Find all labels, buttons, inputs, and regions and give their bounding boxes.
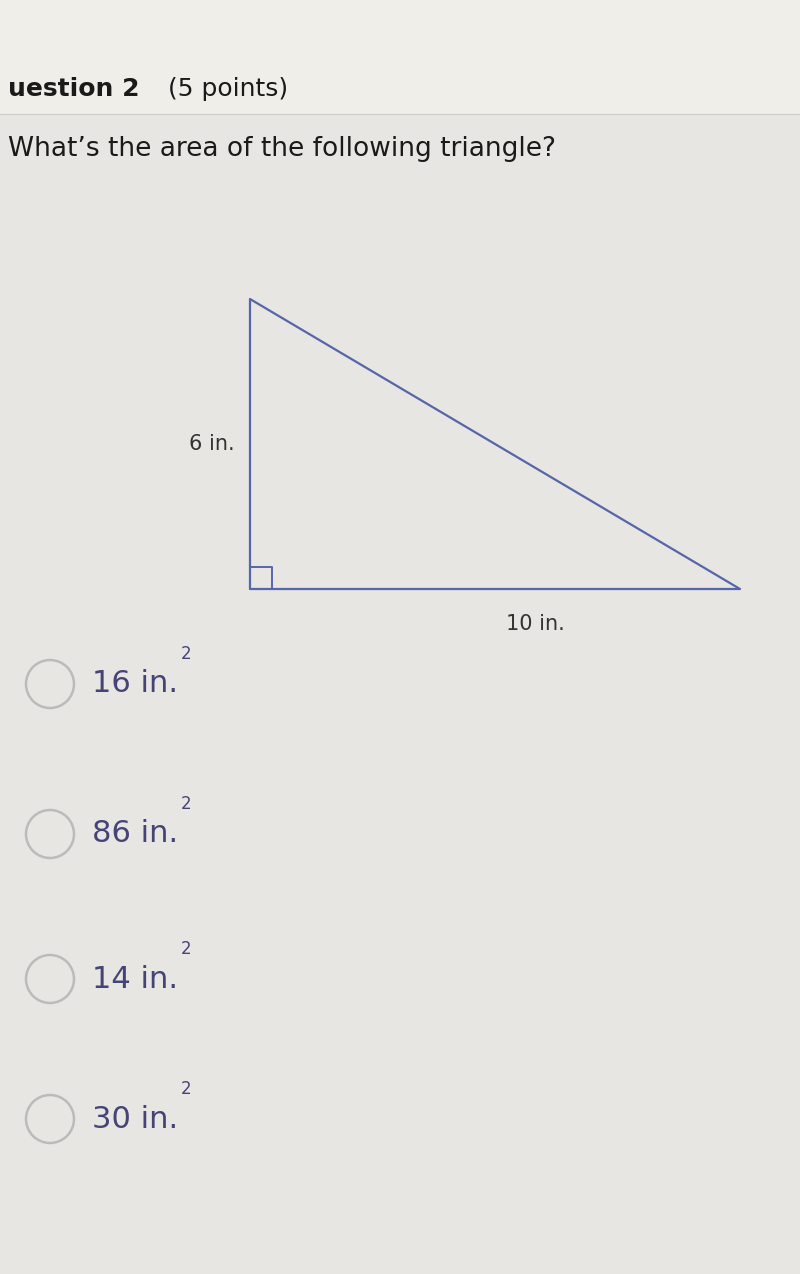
Text: What’s the area of the following triangle?: What’s the area of the following triangl… <box>8 136 556 162</box>
Text: 14 in.: 14 in. <box>92 964 178 994</box>
Text: uestion 2: uestion 2 <box>8 76 139 101</box>
Text: 2: 2 <box>181 940 191 958</box>
Text: 10 in.: 10 in. <box>506 614 564 634</box>
Bar <box>0 0 800 113</box>
Text: (5 points): (5 points) <box>160 76 288 101</box>
Text: 2: 2 <box>181 795 191 813</box>
Text: 2: 2 <box>181 1080 191 1098</box>
Text: 86 in.: 86 in. <box>92 819 178 848</box>
Text: 6 in.: 6 in. <box>190 434 235 454</box>
Text: 16 in.: 16 in. <box>92 670 178 698</box>
Text: 2: 2 <box>181 645 191 662</box>
Text: 30 in.: 30 in. <box>92 1105 178 1134</box>
